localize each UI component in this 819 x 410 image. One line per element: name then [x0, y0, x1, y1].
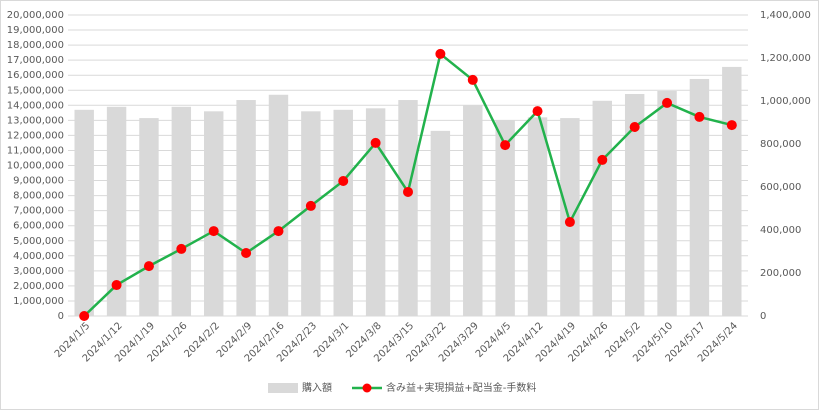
y-tick-label: 6,000,000	[13, 221, 64, 232]
bar	[333, 109, 353, 316]
line-marker	[305, 200, 316, 211]
y-tick-label: 3,000,000	[13, 266, 64, 277]
line-marker	[532, 106, 543, 117]
bar	[236, 100, 256, 316]
y-tick-label: 12,000,000	[7, 130, 64, 141]
line-marker	[273, 226, 284, 237]
bar	[204, 111, 224, 316]
bar	[398, 100, 418, 316]
bar	[139, 118, 159, 316]
legend-label: 含み益+実現損益+配当金-手数料	[386, 381, 536, 394]
bar	[722, 66, 742, 316]
bar	[463, 105, 483, 316]
y-tick-label: 17,000,000	[7, 55, 64, 66]
y-tick-label: 7,000,000	[13, 206, 64, 217]
bar	[430, 130, 451, 316]
line-marker	[338, 175, 349, 186]
bar	[171, 106, 192, 317]
y-tick-label: 8,000,000	[13, 191, 64, 202]
y-tick-label: 13,000,000	[7, 115, 64, 126]
bar	[527, 117, 548, 316]
y2-tick-label: 800,000	[760, 139, 801, 150]
line-marker	[662, 97, 673, 108]
y2-tick-label: 600,000	[760, 182, 801, 193]
y-tick-label: 10,000,000	[7, 161, 64, 172]
bar	[592, 100, 612, 316]
y-tick-label: 16,000,000	[7, 70, 64, 81]
line-marker	[467, 74, 478, 85]
y-tick-label: 11,000,000	[7, 145, 64, 156]
y-tick-label: 9,000,000	[13, 176, 64, 187]
y2-tick-label: 1,200,000	[760, 53, 811, 64]
y-tick-label: 5,000,000	[13, 236, 64, 247]
y-tick-label: 4,000,000	[13, 251, 64, 262]
line-marker	[564, 217, 575, 228]
legend-label: 購入額	[302, 381, 332, 394]
bar	[657, 91, 677, 316]
line-marker	[694, 111, 705, 122]
line-marker	[435, 48, 446, 59]
line-marker	[79, 311, 90, 321]
bar	[301, 111, 321, 316]
line-marker	[629, 122, 640, 133]
line-marker	[726, 120, 737, 131]
bar	[74, 109, 94, 316]
y-tick-label: 15,000,000	[7, 85, 64, 96]
line-marker	[176, 243, 187, 254]
y-tick-label: 14,000,000	[7, 100, 64, 111]
bar	[689, 78, 710, 317]
bar	[624, 94, 645, 316]
line-marker	[597, 154, 608, 165]
y2-tick-label: 400,000	[760, 225, 801, 236]
y-tick-label: 2,000,000	[13, 281, 64, 292]
bar	[365, 108, 386, 316]
y2-tick-label: 1,400,000	[760, 10, 811, 21]
bar	[106, 106, 127, 317]
bar	[268, 94, 289, 316]
y-tick-label: 20,000,000	[7, 10, 64, 21]
y-tick-label: 18,000,000	[7, 40, 64, 51]
y2-tick-label: 1,000,000	[760, 96, 811, 107]
legend-marker	[362, 383, 372, 393]
line-marker	[111, 280, 122, 291]
line-marker	[403, 186, 413, 197]
line-marker	[143, 261, 154, 272]
line-marker	[370, 137, 381, 148]
line-marker	[208, 226, 219, 237]
y2-tick-label: 200,000	[760, 268, 801, 279]
bar	[495, 120, 515, 316]
line-marker	[500, 140, 511, 151]
y-tick-label: 0	[58, 311, 64, 322]
legend-swatch	[268, 383, 298, 393]
y2-tick-label: 0	[760, 311, 766, 322]
y-tick-label: 1,000,000	[13, 296, 64, 307]
y-tick-label: 19,000,000	[7, 25, 64, 36]
line-marker	[241, 248, 252, 259]
